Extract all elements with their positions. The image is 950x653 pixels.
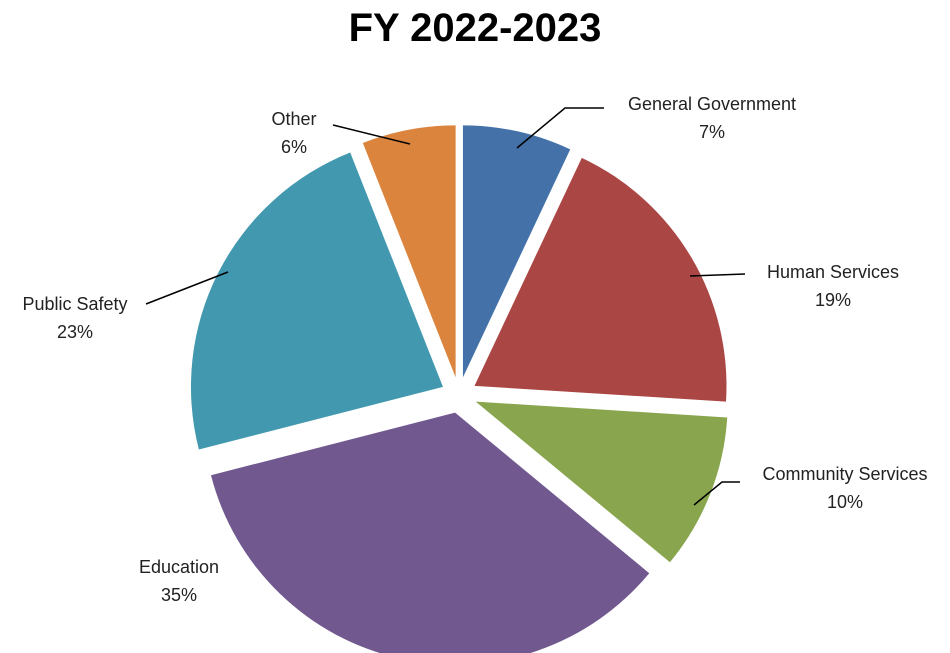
slice-label-general-government: General Government [628,94,796,114]
leader-line-general-government [516,107,604,149]
leader-line-public-safety [145,271,229,305]
slice-value-other: 6% [281,137,307,157]
slice-label-education: Education [139,557,219,577]
pie-slice-human-services [474,157,727,402]
slice-value-public-safety: 23% [57,322,93,342]
slice-label-human-services: Human Services [767,262,899,282]
leader-line-community-services [693,481,740,506]
slice-value-community-services: 10% [827,492,863,512]
leader-line-other [332,124,411,145]
pie-slice-public-safety [190,152,443,450]
slice-label-other: Other [271,109,316,129]
pie-slice-education [210,412,650,653]
pie-slice-community-services [475,401,728,563]
slice-value-human-services: 19% [815,290,851,310]
slice-value-education: 35% [161,585,197,605]
leader-line-human-services [689,273,746,277]
chart-title: FY 2022-2023 [348,6,602,50]
pie-slice-general-government [462,125,571,378]
slice-label-public-safety: Public Safety [22,294,127,314]
slice-value-general-government: 7% [699,122,725,142]
pie-slice-other [362,125,456,378]
slice-label-community-services: Community Services [762,464,927,484]
